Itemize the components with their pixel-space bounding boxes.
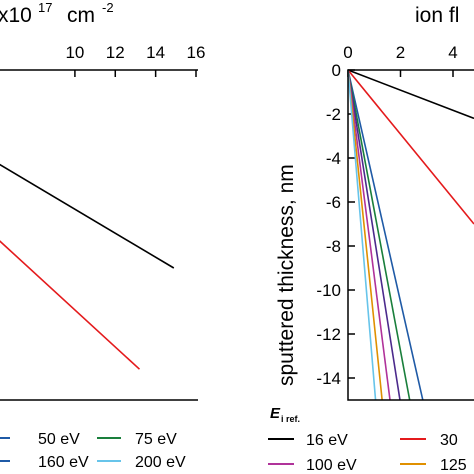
- right-series-line-1: [347, 69, 474, 225]
- left-series-line-1: [0, 240, 141, 370]
- right-ylabel: sputtered thickness, nm: [275, 164, 298, 386]
- right-y-tick-label: -2: [326, 105, 341, 124]
- right-y-tick-label: -14: [316, 369, 341, 388]
- right-y-tick-label: -8: [326, 237, 341, 256]
- right-y-tick-label: -10: [316, 281, 341, 300]
- right-x-tick-label: 4: [448, 43, 457, 62]
- right-legend-label: 125: [440, 457, 467, 474]
- left-series-line-0: [0, 163, 175, 269]
- right-series-line-3: [347, 69, 411, 401]
- right-series-line-4: [347, 69, 401, 401]
- right-series-line-7: [347, 69, 377, 401]
- right-series-group: [347, 69, 474, 401]
- right-series-line-6: [347, 69, 383, 401]
- right-x-tick-label: 0: [343, 43, 352, 62]
- right-legend-label: 100 eV: [306, 457, 357, 474]
- right-panel: ion fl 0 2 4 0 -2 -4 -6 -8 -10 -12 -14 sputtered t…: [268, 4, 474, 474]
- left-legend-label: 160 eV: [38, 454, 89, 471]
- right-legend-title-sub: i ref.: [281, 414, 300, 424]
- left-legend: 50 eV 75 eV 160 eV 200 eV: [0, 431, 186, 471]
- right-legend-title: E i ref.: [270, 405, 300, 424]
- left-x-axis-ticks: 10 12 14 16: [65, 43, 205, 77]
- right-legend-title-main: E: [270, 405, 281, 422]
- right-legend: 16 eV 30 100 eV 125: [268, 432, 467, 474]
- left-xlabel-unit-exponent: -2: [102, 0, 114, 15]
- left-x-tick-label: 12: [106, 43, 125, 62]
- right-y-tick-label: -6: [326, 193, 341, 212]
- right-series-line-2: [347, 69, 424, 401]
- left-x-tick-label: 14: [146, 43, 165, 62]
- right-plot-frame: [347, 69, 474, 401]
- right-xlabel: ion fl: [415, 4, 459, 27]
- right-axis-ticks: 0 2 4 0 -2 -4 -6 -8 -10 -12 -14: [316, 43, 457, 388]
- left-legend-label: 75 eV: [135, 431, 177, 448]
- right-legend-label: 30: [440, 432, 458, 449]
- left-xlabel-exponent: 17: [38, 0, 52, 15]
- right-series-line-0: [347, 69, 474, 120]
- left-legend-label: 200 eV: [135, 454, 186, 471]
- right-series-line-5: [347, 69, 391, 401]
- left-x-tick-label: 10: [65, 43, 84, 62]
- right-legend-label: 16 eV: [306, 432, 348, 449]
- right-y-tick-label: -4: [326, 149, 341, 168]
- left-x-tick-label: 16: [187, 43, 206, 62]
- left-series-group: [0, 163, 175, 370]
- left-legend-label: 50 eV: [38, 431, 80, 448]
- left-xlabel-prefix: x10: [0, 4, 32, 27]
- right-y-tick-label: 0: [332, 61, 341, 80]
- left-xlabel-unit: cm: [67, 4, 95, 27]
- right-y-tick-label: -12: [316, 325, 341, 344]
- right-x-tick-label: 2: [396, 43, 405, 62]
- left-panel: x10 17 cm -2 10 12 14 16 50 eV 75 eV 160 eV 20…: [0, 0, 205, 471]
